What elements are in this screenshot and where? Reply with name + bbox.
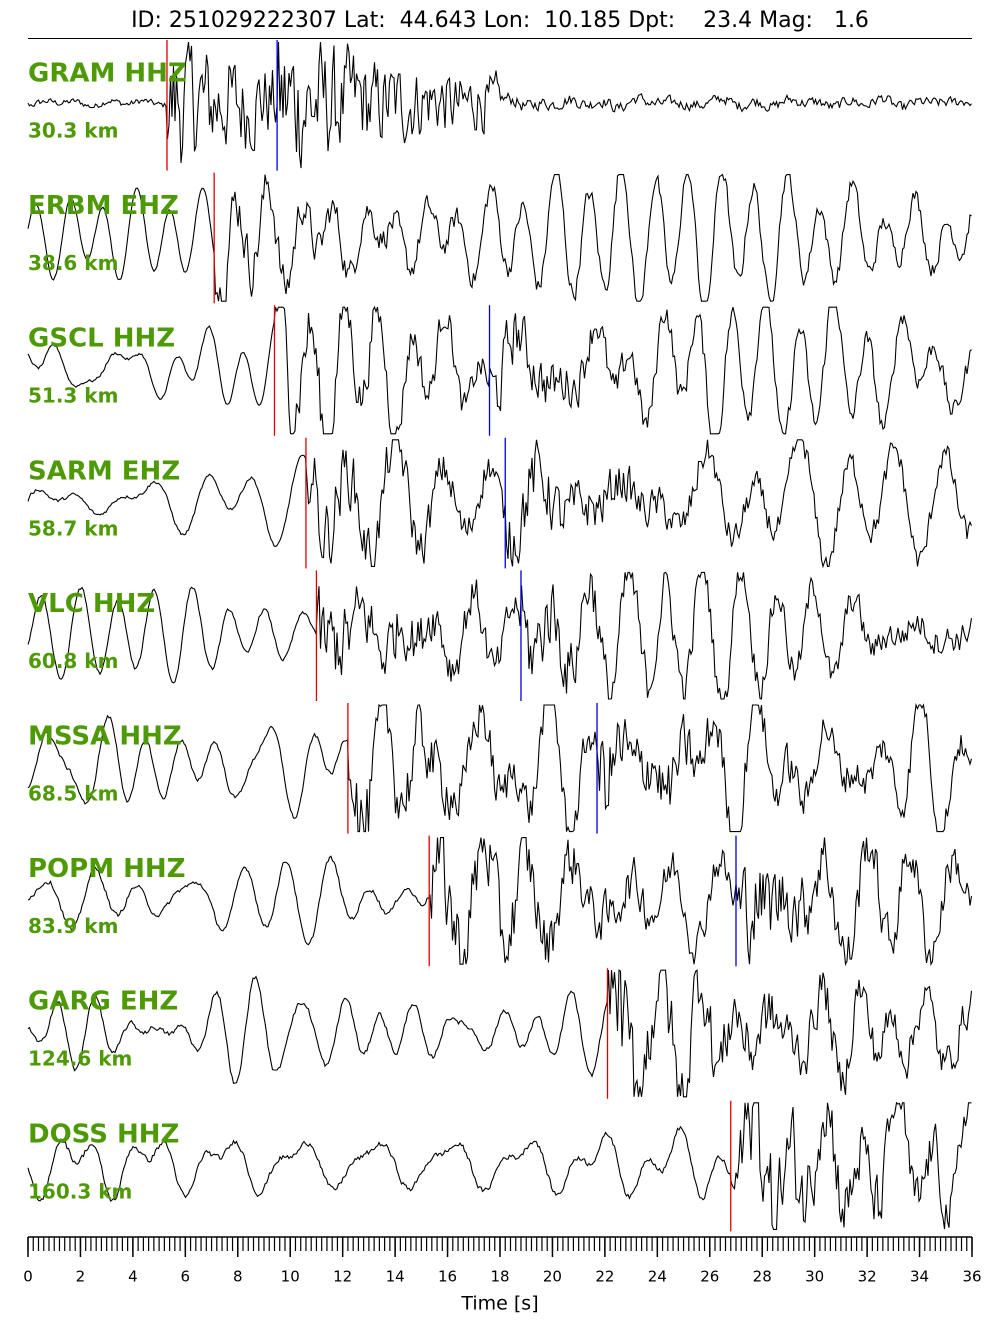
- x-tick-label: 22: [595, 1268, 614, 1286]
- distance-label: 38.6 km: [28, 251, 118, 275]
- x-tick-label: 12: [333, 1268, 352, 1286]
- station-label: ERBM EHZ: [28, 191, 179, 221]
- station-label: VLC HHZ: [28, 589, 155, 619]
- x-axis-label: Time [s]: [460, 1293, 538, 1315]
- waveform: [27, 571, 973, 700]
- waveform: [27, 837, 973, 967]
- distance-label: 51.3 km: [28, 384, 118, 408]
- waveform: [27, 439, 973, 569]
- x-tick-label: 10: [281, 1268, 300, 1286]
- x-tick-label: 30: [805, 1268, 824, 1286]
- station-label: SARM EHZ: [28, 456, 180, 486]
- waveform: [27, 305, 972, 435]
- waveform: [27, 968, 973, 1098]
- x-tick-label: 32: [858, 1268, 877, 1286]
- x-tick-label: 18: [490, 1268, 509, 1286]
- distance-label: 60.8 km: [28, 649, 118, 673]
- x-tick-label: 16: [438, 1268, 457, 1286]
- waveform: [27, 173, 972, 302]
- distance-label: 124.6 km: [28, 1047, 132, 1071]
- x-tick-label: 20: [543, 1268, 562, 1286]
- waveform: [27, 41, 972, 169]
- chart-title: ID: 251029222307 Lat: 44.643 Lon: 10.185…: [131, 8, 869, 33]
- distance-label: 68.5 km: [28, 782, 118, 806]
- x-tick-label: 2: [76, 1268, 86, 1286]
- station-label: DOSS HHZ: [28, 1119, 179, 1149]
- distance-label: 58.7 km: [28, 516, 118, 540]
- x-tick-label: 36: [962, 1268, 981, 1286]
- x-tick-label: 8: [233, 1268, 243, 1286]
- station-label: MSSA HHZ: [28, 722, 182, 752]
- x-tick-label: 6: [181, 1268, 191, 1286]
- x-tick-label: 28: [753, 1268, 772, 1286]
- x-tick-label: 14: [386, 1268, 405, 1286]
- distance-label: 30.3 km: [28, 119, 118, 143]
- waveform: [27, 702, 973, 833]
- distance-label: 160.3 km: [28, 1179, 132, 1203]
- distance-label: 83.9 km: [28, 914, 118, 938]
- x-tick-label: 24: [648, 1268, 667, 1286]
- x-tick-label: 26: [700, 1268, 719, 1286]
- waveform: [27, 1101, 972, 1230]
- station-label: POPM HHZ: [28, 854, 186, 884]
- station-label: GRAM HHZ: [28, 59, 187, 89]
- x-tick-label: 34: [910, 1268, 929, 1286]
- x-tick-label: 0: [23, 1268, 33, 1286]
- station-label: GARG EHZ: [28, 987, 178, 1017]
- x-tick-label: 4: [128, 1268, 138, 1286]
- station-label: GSCL HHZ: [28, 324, 175, 354]
